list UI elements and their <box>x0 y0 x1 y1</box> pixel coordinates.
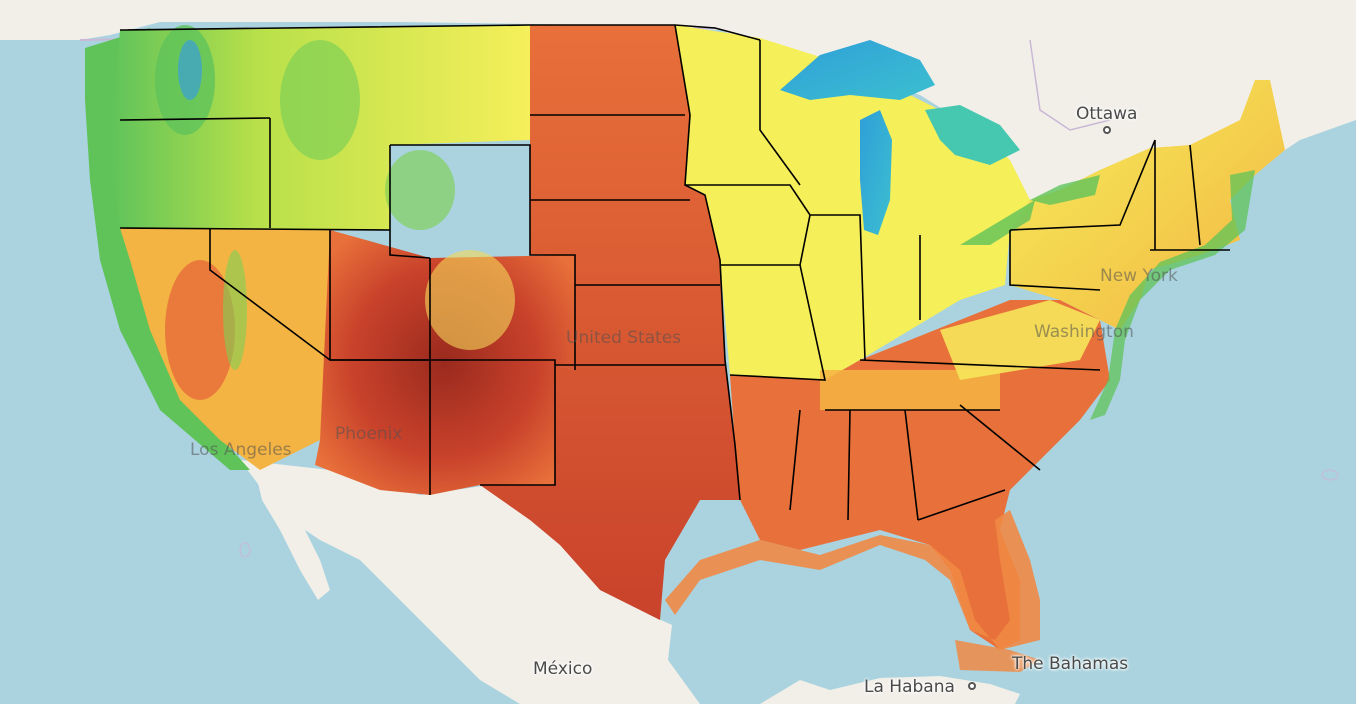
place-label-new-york[interactable]: New York <box>1100 266 1178 286</box>
heat-cascades-peak <box>178 40 202 100</box>
baja-peninsula <box>255 470 330 600</box>
yucatan-land <box>760 680 830 704</box>
city-marker-la-habana <box>968 682 976 690</box>
heat-northeast <box>1010 80 1285 330</box>
water-spot <box>239 542 251 558</box>
heat-central-valley <box>165 260 235 400</box>
place-label-bahamas[interactable]: The Bahamas <box>1012 654 1129 674</box>
place-label-united-states[interactable]: United States <box>566 328 682 348</box>
heat-gulf-coast <box>665 510 1040 650</box>
state-boundaries <box>119 24 1230 521</box>
city-marker-ottawa <box>1103 126 1111 134</box>
place-label-washington[interactable]: Washington <box>1034 322 1134 342</box>
heat-lake-ontario-shore <box>1030 175 1100 205</box>
place-label-phoenix[interactable]: Phoenix <box>335 424 403 444</box>
heat-wyoming-mtns <box>385 150 455 230</box>
lake-superior <box>780 40 935 100</box>
lake-michigan <box>860 110 892 235</box>
heat-lake-erie-shore <box>960 200 1035 245</box>
heat-colorado-rockies <box>425 250 515 350</box>
heat-atlantic-coast <box>1090 170 1255 420</box>
province-border <box>1029 39 1111 131</box>
lake-huron <box>925 105 1020 165</box>
mexico-land <box>240 460 700 704</box>
place-label-la-habana[interactable]: La Habana <box>864 677 955 697</box>
water-spot <box>1321 469 1339 481</box>
place-label-ottawa[interactable]: Ottawa <box>1076 104 1138 124</box>
place-label-mexico[interactable]: México <box>533 659 593 679</box>
heat-plains <box>480 25 740 620</box>
heat-florida-keys <box>955 640 1040 672</box>
heat-tennessee-band <box>820 370 1000 410</box>
heat-sierra <box>223 250 247 370</box>
place-label-los-angeles[interactable]: Los Angeles <box>190 440 292 460</box>
heat-idaho-mtns <box>280 40 360 160</box>
heat-appalachia <box>940 300 1100 380</box>
